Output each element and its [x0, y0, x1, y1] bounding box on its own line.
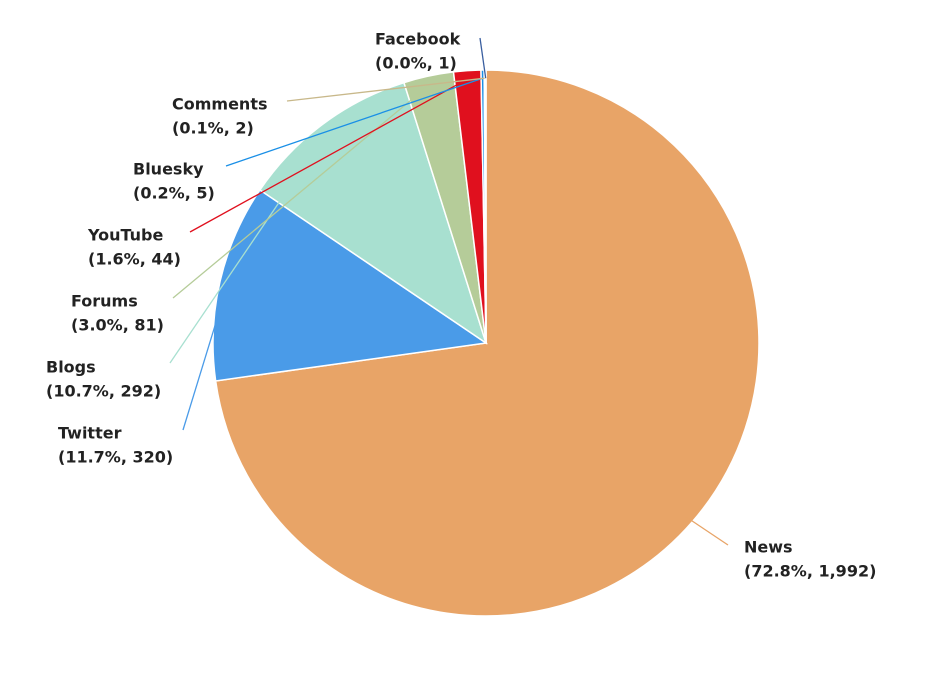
slice-value-label: (0.1%, 2) — [172, 119, 254, 138]
slice-label: Blogs — [46, 358, 96, 377]
leader-line — [172, 83, 431, 299]
slice-value-label: (0.2%, 5) — [133, 184, 215, 203]
slice-label: YouTube — [87, 226, 164, 245]
leader-line — [286, 77, 485, 102]
leader-line — [479, 37, 487, 79]
slice-value-label: (11.7%, 320) — [58, 448, 173, 467]
pie-slice — [484, 69, 487, 344]
pie-slice — [212, 188, 489, 382]
slice-value-label: (1.6%, 44) — [88, 250, 181, 269]
leader-line — [169, 130, 329, 364]
leader-line — [189, 78, 469, 233]
slice-value-label: (3.0%, 81) — [71, 316, 164, 335]
slice-label: News — [744, 538, 793, 557]
leader-line — [182, 282, 229, 431]
pie-slice — [214, 69, 760, 617]
slice-label: Bluesky — [133, 160, 204, 179]
leader-line — [225, 77, 483, 167]
slice-label: Facebook — [375, 30, 461, 49]
leader-line — [685, 516, 729, 546]
slice-label: Comments — [172, 95, 268, 114]
slice-label: Twitter — [58, 424, 122, 443]
slice-value-label: (0.0%, 1) — [375, 54, 457, 73]
slice-label: Forums — [71, 292, 138, 311]
slice-value-label: (72.8%, 1,992) — [744, 562, 876, 581]
slice-value-label: (10.7%, 292) — [46, 382, 161, 401]
